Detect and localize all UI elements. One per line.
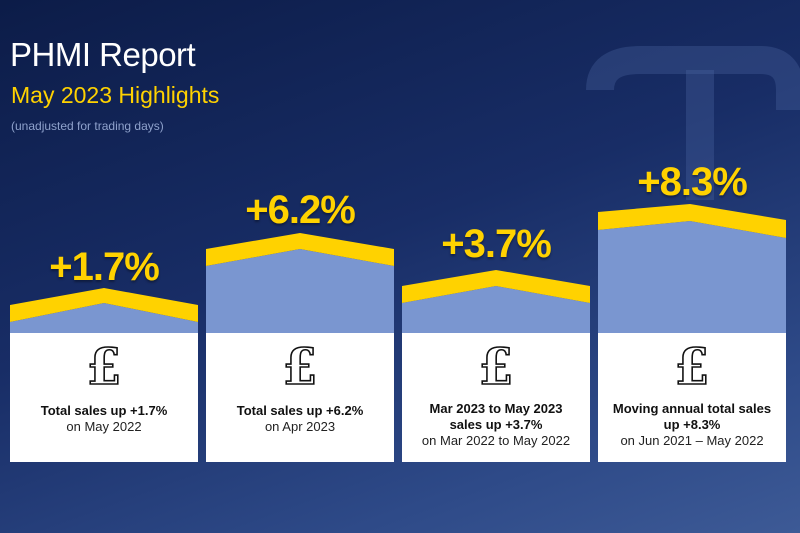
card-headline: Total sales up +1.7% <box>40 403 168 418</box>
card-top-fill <box>10 303 198 333</box>
card-headline: Total sales up +6.2% <box>236 403 364 418</box>
card-top-roof <box>206 233 394 266</box>
card-top-roof <box>598 204 786 238</box>
stat-value: +8.3% <box>637 160 748 204</box>
stat-value: +6.2% <box>245 188 356 232</box>
card-top-fill <box>402 286 590 333</box>
card-headline: Moving annual total sales <box>612 401 772 416</box>
card-top-fill <box>206 249 394 333</box>
stat-card: £ Mar 2023 to May 2023 sales up +3.7% on… <box>402 333 590 462</box>
card-comparison: on May 2022 <box>66 419 142 434</box>
card-comparison: on Apr 2023 <box>264 419 336 434</box>
pound-sign-icon: £ <box>674 336 710 397</box>
stat-card: £ Total sales up +6.2% on Apr 2023 <box>206 333 394 462</box>
pound-sign-icon: £ <box>282 336 318 397</box>
card-top-fill <box>598 221 786 333</box>
stat-value: +1.7% <box>49 245 160 289</box>
card-headline: sales up +3.7% <box>449 417 543 432</box>
page-title: PHMI Report <box>10 36 196 73</box>
stat-card: £ Moving annual total sales up +8.3% on … <box>598 333 786 462</box>
page-note: (unadjusted for trading days) <box>11 119 164 133</box>
card-top-roof <box>402 270 590 303</box>
stat-card: £ Total sales up +1.7% on May 2022 <box>10 333 198 462</box>
card-headline: Mar 2023 to May 2023 <box>429 401 563 416</box>
card-comparison: on Mar 2022 to May 2022 <box>421 433 571 448</box>
pound-sign-icon: £ <box>478 336 514 397</box>
stat-value: +3.7% <box>441 222 552 266</box>
card-comparison: on Jun 2021 – May 2022 <box>620 433 764 448</box>
card-headline: up +8.3% <box>663 417 721 432</box>
card-top-roof <box>10 288 198 322</box>
pound-sign-icon: £ <box>86 336 122 397</box>
background-tap-watermark <box>586 46 800 200</box>
page-subtitle: May 2023 Highlights <box>11 82 220 108</box>
